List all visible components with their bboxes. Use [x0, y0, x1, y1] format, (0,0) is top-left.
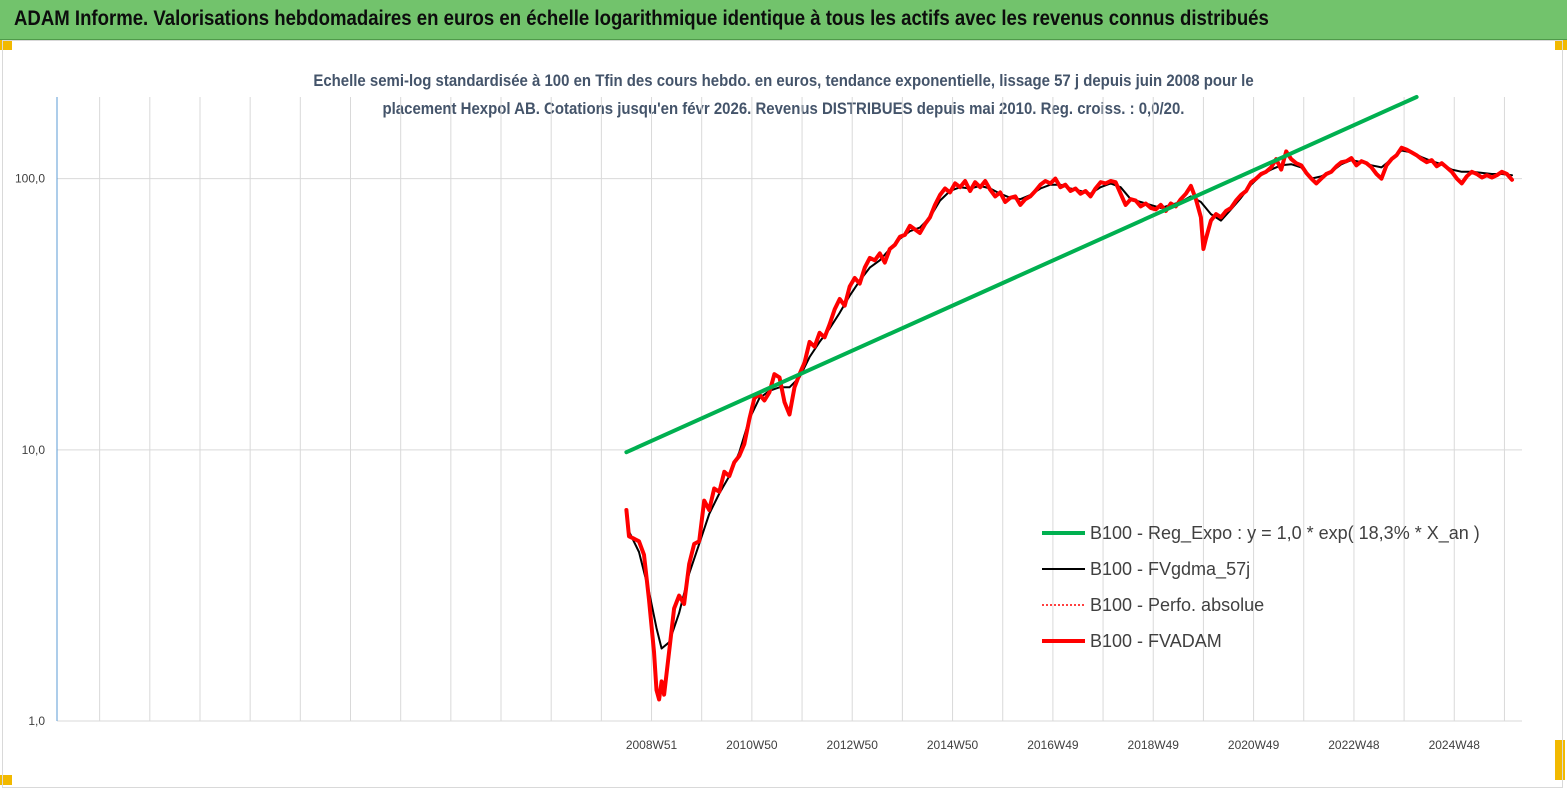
x-tick-label: 2014W50	[927, 738, 979, 752]
series-line-3	[624, 145, 1514, 702]
x-tick-label: 2016W49	[1027, 738, 1079, 752]
x-tick-label: 2012W50	[827, 738, 879, 752]
x-tick-label: 2010W50	[726, 738, 778, 752]
x-tick-label: 2018W49	[1128, 738, 1180, 752]
corner-marker-bottom-right	[1555, 740, 1565, 780]
legend-label-2: B100 - Perfo. absolue	[1090, 595, 1264, 615]
series-line-0	[624, 95, 1419, 455]
chart-frame	[2, 40, 1563, 788]
x-tick-label: 2024W48	[1429, 738, 1481, 752]
legend-label-1: B100 - FVgdma_57j	[1090, 559, 1250, 580]
corner-marker-top-right	[1555, 40, 1567, 50]
x-tick-label: 2008W51	[626, 738, 678, 752]
legend-label-3: B100 - FVADAM	[1090, 631, 1222, 651]
x-tick-label: 2022W48	[1328, 738, 1380, 752]
chart-title-line-2: placement Hexpol AB. Cotations jusqu'en …	[382, 99, 1185, 118]
chart-title-line-1: Echelle semi-log standardisée à 100 en T…	[313, 71, 1254, 90]
chart-title: Echelle semi-log standardisée à 100 en T…	[0, 67, 1567, 123]
header-banner: ADAM Informe. Valorisations hebdomadaire…	[0, 0, 1567, 40]
x-tick-label: 2020W49	[1228, 738, 1280, 752]
page-title: ADAM Informe. Valorisations hebdomadaire…	[14, 7, 1269, 30]
y-tick-label: 1,0	[28, 714, 45, 728]
legend-label-0: B100 - Reg_Expo : y = 1,0 * exp( 18,3% *…	[1090, 523, 1480, 544]
y-tick-label: 10,0	[22, 443, 46, 457]
y-tick-label: 100,0	[15, 172, 45, 186]
corner-marker-top-left	[0, 40, 12, 50]
corner-marker-bottom-left	[0, 775, 12, 785]
